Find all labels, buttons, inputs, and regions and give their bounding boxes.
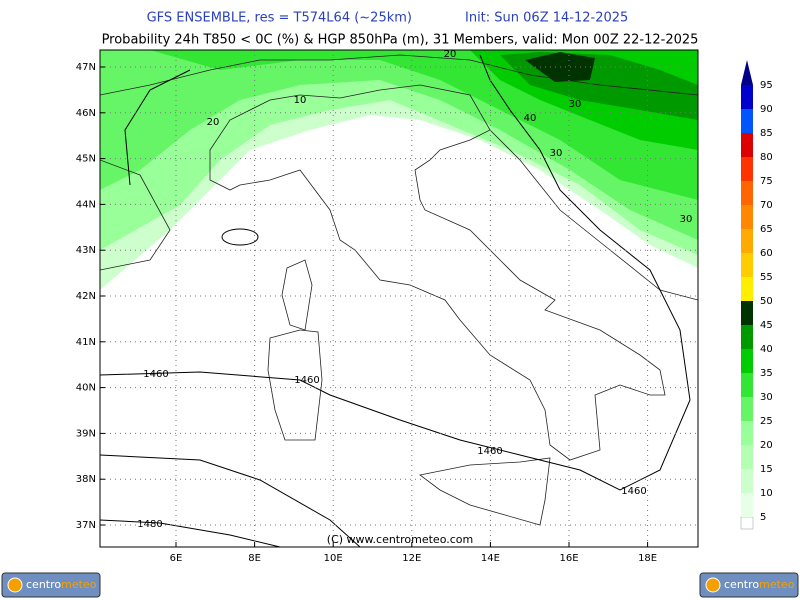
colorbar-label: 85 — [760, 128, 773, 139]
coastline — [419, 457, 551, 526]
colorbar-segment — [741, 157, 753, 181]
contour — [221, 228, 259, 246]
logo-left: centrometeo — [1, 572, 101, 598]
border — [100, 54, 698, 96]
colorbar-segment — [741, 301, 753, 325]
title: GFS ENSEMBLE, res = T574L64 (~25km) — [147, 11, 412, 26]
colorbar-label: 40 — [760, 344, 773, 355]
logo-part: meteo — [759, 578, 795, 591]
contour-label: 30 — [680, 214, 693, 225]
colorbar-label: 70 — [760, 200, 773, 211]
colorbar-segment — [741, 421, 753, 445]
colorbar-label: 45 — [760, 320, 773, 331]
contour-label: 1460 — [621, 486, 646, 497]
colorbar-arrow — [741, 60, 753, 85]
subtitle: Probability 24h T850 < 0C (%) & HGP 850h… — [102, 33, 699, 48]
contour-label: 40 — [524, 113, 537, 124]
contour-label: 1460 — [143, 369, 168, 380]
lat-label: 47N — [76, 62, 96, 73]
colorbar-segment — [741, 469, 753, 493]
contour-label: 20 — [444, 49, 457, 60]
coastline — [100, 159, 171, 271]
contour-label: 1460 — [477, 446, 502, 457]
logo-icon — [705, 577, 721, 593]
graticule: 47N 46N 45N 44N 43N 42N 41N 40N 39N 38N 37N 6E 8E 10E… — [76, 50, 698, 564]
lat-label: 45N — [76, 154, 96, 165]
logo-box — [699, 572, 799, 598]
colorbar-segment — [741, 325, 753, 349]
colorbar-label: 80 — [760, 152, 773, 163]
colorbar-segment — [741, 253, 753, 277]
colorbar-segment — [741, 85, 753, 109]
logo-box — [1, 572, 101, 598]
logo-icon — [7, 577, 23, 593]
lon-label: 8E — [248, 553, 261, 564]
init: Init: Sun 06Z 14-12-2025 — [465, 11, 628, 26]
colorbar-label: 60 — [760, 248, 773, 259]
contour-label: 30 — [569, 99, 582, 110]
colorbar-label: 55 — [760, 272, 773, 283]
lat-label: 39N — [76, 428, 96, 439]
colorbar-segment — [741, 181, 753, 205]
colorbar-segment — [741, 277, 753, 301]
coastline — [281, 259, 313, 331]
colorbar-label: 20 — [760, 440, 773, 451]
lat-label: 40N — [76, 383, 96, 394]
colorbar-segment — [741, 373, 753, 397]
logo-part: meteo — [61, 578, 97, 591]
lat-label: 41N — [76, 337, 96, 348]
contour-label: 20 — [207, 117, 220, 128]
lon-label: 18E — [638, 553, 657, 564]
colorbar-segment — [741, 397, 753, 421]
colorbar: 5 10 15 20 25 30 35 40 45 50 55 60 65 70 75 80 85 90 95 — [740, 60, 773, 530]
colorbar-label: 90 — [760, 104, 773, 115]
logo-part: centro — [724, 578, 759, 591]
logo-text: centrometeo — [724, 578, 795, 591]
coastline — [267, 329, 323, 441]
colorbar-segment — [741, 349, 753, 373]
colorbar-label: 30 — [760, 392, 773, 403]
logo-part: centro — [26, 578, 61, 591]
colorbar-segment — [741, 229, 753, 253]
colorbar-segment — [741, 133, 753, 157]
lat-label: 44N — [76, 199, 96, 210]
colorbar-label: 75 — [760, 176, 773, 187]
lat-label: 37N — [76, 520, 96, 531]
colorbar-label: 15 — [760, 464, 773, 475]
contour-label: 1460 — [294, 375, 319, 386]
contour — [124, 69, 191, 186]
colorbar-segment — [741, 445, 753, 469]
map-frame — [99, 49, 699, 548]
colorbar-label: 10 — [760, 488, 773, 499]
lat-label: 43N — [76, 245, 96, 256]
contour — [100, 454, 361, 547]
coastline — [489, 129, 698, 301]
lon-label: 6E — [170, 553, 183, 564]
colorbar-segment — [741, 493, 753, 517]
lon-label: 10E — [324, 553, 343, 564]
contour-label: 30 — [550, 148, 563, 159]
logo-right: centrometeo — [699, 572, 799, 598]
logo-text: centrometeo — [26, 578, 97, 591]
lon-label: 16E — [559, 553, 578, 564]
colorbar-label: 35 — [760, 368, 773, 379]
lat-label: 42N — [76, 291, 96, 302]
contour-label: 10 — [294, 95, 307, 106]
colorbar-segment — [741, 109, 753, 133]
colorbar-label: 65 — [760, 224, 773, 235]
lon-label: 14E — [481, 553, 500, 564]
lat-label: 38N — [76, 474, 96, 485]
colorbar-segment — [741, 205, 753, 229]
lon-label: 12E — [402, 553, 421, 564]
map: 20 10 20 40 30 30 30 1460 1460 1460 1460… — [76, 49, 699, 564]
colorbar-label: 95 — [760, 80, 773, 91]
contour — [100, 54, 691, 491]
colorbar-label: 5 — [760, 512, 766, 523]
lat-label: 46N — [76, 108, 96, 119]
copyright: (C) www.centrometeo.com — [327, 533, 473, 546]
colorbar-segment — [740, 516, 754, 530]
colorbar-label: 25 — [760, 416, 773, 427]
colorbar-label: 50 — [760, 296, 773, 307]
